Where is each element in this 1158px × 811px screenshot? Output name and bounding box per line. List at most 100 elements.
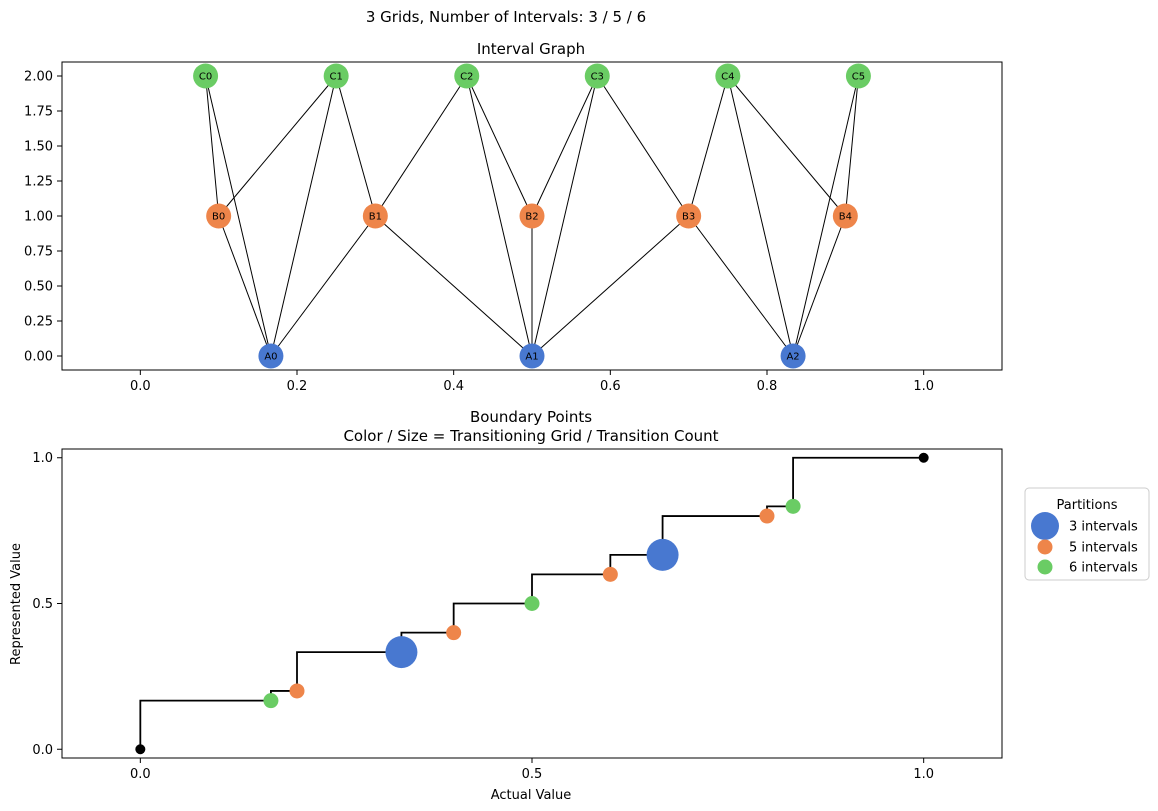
graph-node-a1 [519,343,545,369]
y-tick-label: 0.5 [32,597,53,612]
graph-edge [374,75,468,217]
graph-node-b2 [519,203,545,229]
graph-node-label: C2 [460,72,473,83]
graph-node-a2 [780,343,806,369]
graph-node-c2 [454,63,480,89]
graph-node-c3 [584,63,610,89]
boundary-points-markers [135,452,929,755]
boundary-point-marker [646,538,679,571]
x-tick-label: 0.0 [130,379,151,394]
legend-box [1024,487,1150,581]
boundary-point-marker [263,693,279,709]
y-tick-label: 2.00 [24,70,53,85]
graph-node-b0 [206,203,232,229]
x-tick-label: 0.8 [757,379,778,394]
graph-edge [688,75,729,217]
y-tick-label: 1.25 [24,175,53,190]
boundary-points-subtitle: Color / Size = Transitioning Grid / Tran… [343,427,718,445]
y-tick-label: 1.00 [24,210,53,225]
graph-edge [596,75,690,217]
graph-edge [531,75,598,217]
graph-node-label: B1 [369,212,382,223]
y-tick-label: 0.75 [24,245,53,260]
boundary-point-marker [289,683,305,699]
legend-label: 3 intervals [1069,520,1138,535]
graph-node-label: C1 [329,72,342,83]
legend-label: 6 intervals [1069,561,1138,576]
boundary-point-marker [602,566,618,582]
boundary-points-chart: Boundary Points Color / Size = Transitio… [9,408,1150,803]
boundary-points-xlabel: Actual Value [491,788,572,803]
x-tick-label: 0.2 [287,379,308,394]
graph-edge [218,215,272,357]
graph-node-a0 [258,343,284,369]
graph-node-label: B0 [212,212,225,223]
graph-edge [844,75,859,217]
graph-edge [792,75,859,357]
boundary-point-marker [385,636,418,669]
graph-node-label: B2 [525,212,538,223]
graph-edge [531,75,598,357]
graph-edge [792,215,846,357]
interval-graph-title: Interval Graph [477,40,585,58]
x-tick-label: 0.6 [600,379,621,394]
graph-edge [375,215,533,357]
legend-label: 5 intervals [1069,541,1138,556]
x-tick-label: 1.0 [913,767,934,782]
graph-node-label: C4 [721,72,734,83]
endpoint-marker [918,452,929,463]
graph-edge [688,215,794,357]
y-tick-label: 1.50 [24,140,53,155]
graph-edge [727,75,794,357]
graph-node-label: A1 [525,352,538,363]
boundary-points-title: Boundary Points [470,408,592,426]
graph-node-c5 [845,63,871,89]
graph-node-b3 [676,203,702,229]
figure-title: 3 Grids, Number of Intervals: 3 / 5 / 6 [366,8,646,26]
graph-node-label: C5 [852,72,865,83]
boundary-point-marker [785,498,801,514]
graph-edge [270,75,337,357]
graph-edge [270,215,376,357]
boundary-points-frame [61,448,1003,759]
legend-marker [1037,559,1053,575]
graph-node-c0 [193,63,219,89]
boundary-point-marker [759,508,775,524]
legend-marker [1031,512,1059,540]
graph-node-label: A2 [786,352,799,363]
graph-edge [335,75,376,217]
graph-node-label: A0 [264,352,277,363]
graph-edge [531,215,689,357]
partitions-legend: Partitions 3 intervals 5 intervals 6 inter… [1024,487,1150,581]
graph-node-label: B3 [682,212,695,223]
graph-edge [727,75,846,217]
y-tick-label: 0.25 [24,315,53,330]
interval-graph-nodes: A0 A1 A2 B0 B1 B2 B3 B4 C0 C1 C2 C3 C4 C5 [193,63,871,369]
interval-graph-frame [61,61,1003,371]
boundary-points-ylabel: Represented Value [9,543,24,665]
graph-node-b1 [362,203,388,229]
y-tick-label: 0.0 [32,743,53,758]
boundary-point-marker [524,596,540,611]
boundary-point-marker [446,625,462,641]
graph-node-b4 [832,203,858,229]
y-tick-label: 0.00 [24,350,53,365]
x-tick-label: 1.0 [913,379,934,394]
legend-items: 3 intervals 5 intervals 6 intervals [1031,512,1138,576]
endpoint-marker [135,744,146,755]
x-tick-label: 0.0 [130,767,151,782]
graph-node-label: C0 [199,72,212,83]
interval-graph-ticks: 0.0 0.2 0.4 0.6 0.8 1.0 0.00 0.25 0.50 0.75 1.00 1.… [24,70,934,395]
y-tick-label: 1.0 [32,451,53,466]
interval-graph-edges [205,75,859,357]
graph-node-label: C3 [591,72,604,83]
graph-edge [466,75,533,357]
y-tick-label: 1.75 [24,105,53,120]
graph-edge [205,75,272,357]
x-tick-label: 0.5 [522,767,543,782]
legend-title: Partitions [1057,498,1118,513]
graph-node-c1 [323,63,349,89]
legend-marker [1037,539,1053,555]
graph-node-c4 [715,63,741,89]
